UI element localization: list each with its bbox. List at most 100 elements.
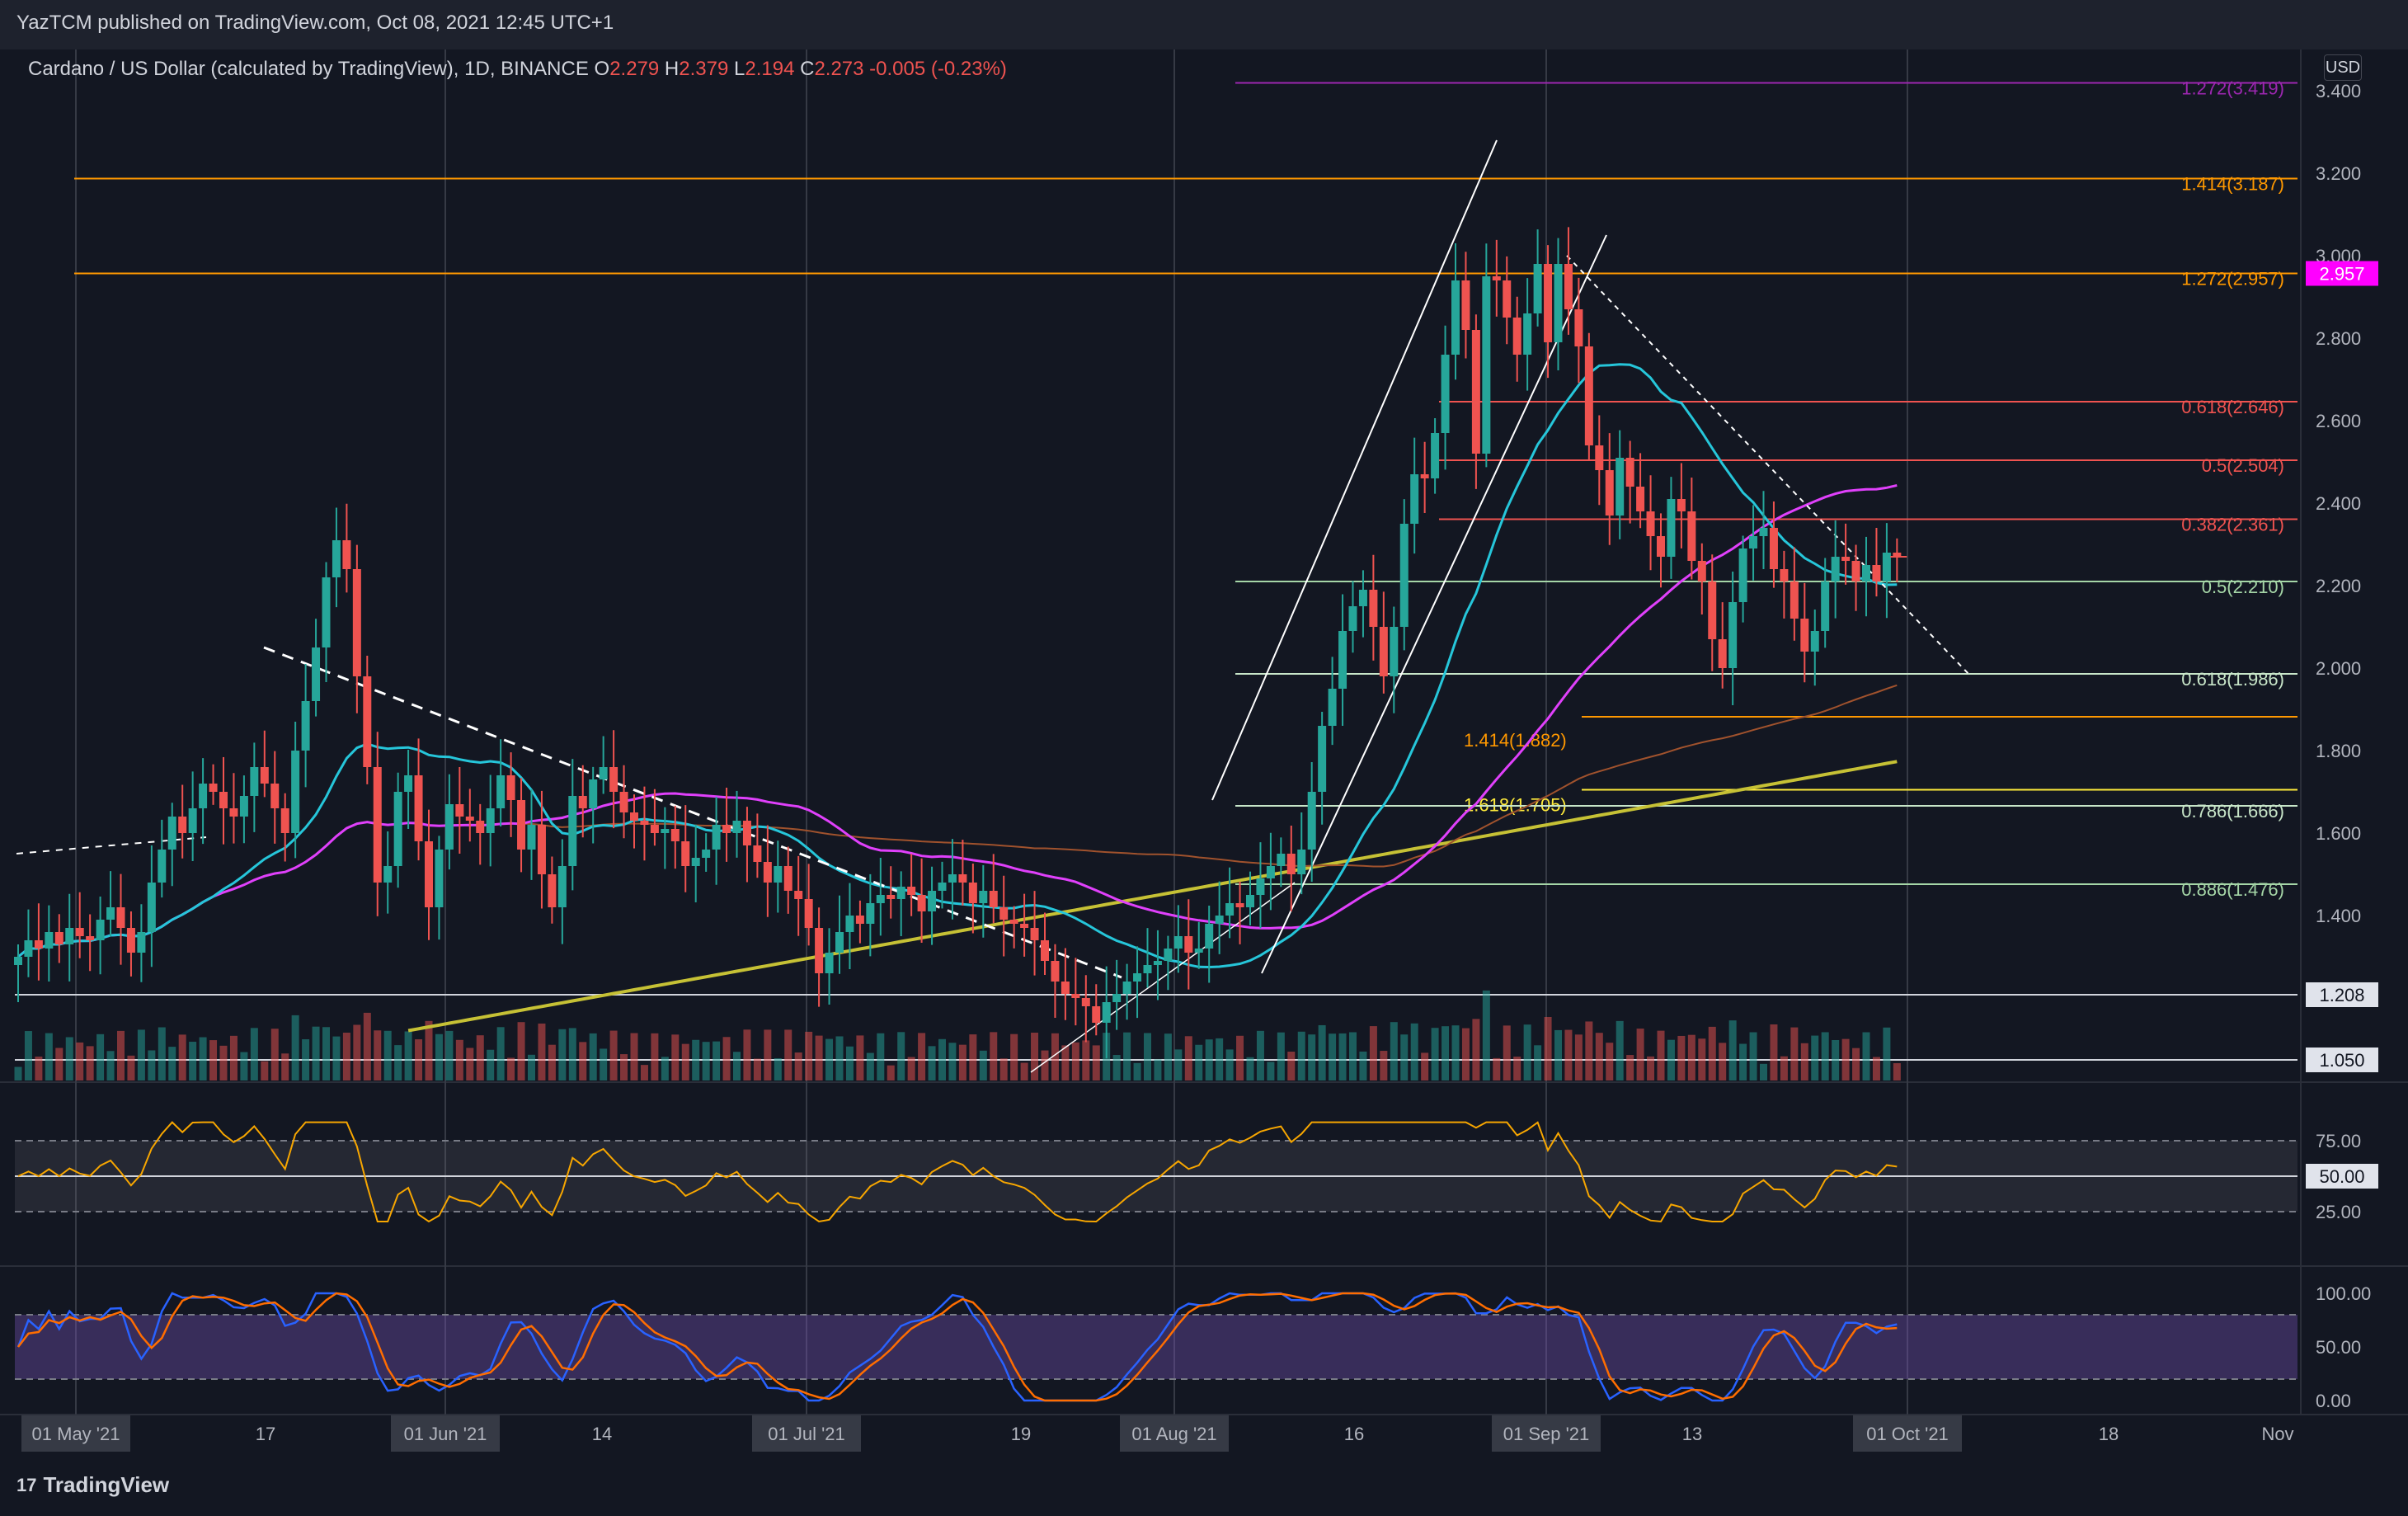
candle-body xyxy=(1625,458,1634,487)
symbol-legend[interactable]: Cardano / US Dollar (calculated by Tradi… xyxy=(28,58,1007,81)
candle-body xyxy=(404,775,413,792)
volume-bar xyxy=(455,1039,463,1081)
volume-bar xyxy=(1195,1044,1203,1081)
candle-body xyxy=(804,899,813,928)
candle-body xyxy=(1882,553,1891,581)
volume-bar xyxy=(1216,1038,1224,1081)
volume-bar xyxy=(322,1027,330,1081)
candle-body xyxy=(301,701,310,751)
candle-body xyxy=(979,891,988,903)
candle-body xyxy=(465,817,474,821)
volume-bar xyxy=(1410,1023,1418,1081)
candle-body xyxy=(1410,474,1419,524)
rsi-tick-label: 75.00 xyxy=(2316,1131,2361,1151)
date-tick-label: 01 Sep '21 xyxy=(1503,1424,1590,1444)
date-axis-badge xyxy=(21,1415,130,1452)
volume-bar xyxy=(1225,1049,1234,1081)
volume-bar xyxy=(353,1024,361,1081)
date-axis-badge xyxy=(1853,1415,1962,1452)
candle-body xyxy=(178,817,187,833)
volume-bar xyxy=(1708,1026,1716,1081)
volume-bar xyxy=(713,1041,721,1081)
candle-body xyxy=(1041,940,1049,961)
volume-bar xyxy=(1164,1033,1172,1081)
date-tick-label: 16 xyxy=(1344,1424,1364,1444)
volume-bar xyxy=(640,1065,648,1081)
candle-body xyxy=(630,812,638,821)
volume-bar xyxy=(1010,1033,1018,1081)
volume-bar xyxy=(1698,1038,1706,1081)
candle-body xyxy=(1893,553,1902,557)
candle-body xyxy=(1307,792,1316,850)
volume-bar xyxy=(425,1020,433,1081)
candle-body xyxy=(1636,487,1645,511)
candle-body xyxy=(209,784,218,792)
date-axis-badge xyxy=(391,1415,500,1452)
brand-label: TradingView xyxy=(43,1472,170,1497)
tradingview-brand[interactable]: 17 TradingView xyxy=(16,1472,169,1498)
volume-bar xyxy=(753,1058,761,1081)
candle-body xyxy=(1544,264,1553,342)
volume-bar xyxy=(137,1029,145,1081)
candle-body xyxy=(1646,511,1655,536)
volume-bar xyxy=(1770,1024,1778,1081)
date-tick-label: 13 xyxy=(1682,1424,1702,1444)
volume-bar xyxy=(620,1054,628,1081)
footer-bar xyxy=(0,1460,2408,1516)
date-tick-label: 14 xyxy=(592,1424,612,1444)
volume-bar xyxy=(1606,1043,1614,1081)
volume-bar xyxy=(1800,1043,1808,1081)
volume-bar xyxy=(877,1033,885,1081)
candle-body xyxy=(116,907,125,928)
volume-bar xyxy=(1256,1030,1264,1081)
volume-bar xyxy=(291,1015,299,1081)
volume-bar xyxy=(435,1033,443,1081)
candle-body xyxy=(1184,936,1193,953)
candle-body xyxy=(1595,445,1604,470)
volume-bar xyxy=(1082,1040,1090,1081)
candle-body xyxy=(702,850,711,858)
volume-bar xyxy=(1329,1033,1337,1081)
candle-body xyxy=(158,850,167,883)
candle-body xyxy=(1605,470,1614,516)
candle-body xyxy=(1790,581,1799,619)
candle-body xyxy=(712,825,721,850)
volume-bar xyxy=(1246,1057,1254,1081)
candle-body xyxy=(229,808,238,817)
currency-button[interactable]: USD xyxy=(2324,54,2362,81)
volume-bar xyxy=(1031,1033,1039,1081)
candle-body xyxy=(1687,511,1696,561)
candle-body xyxy=(1821,581,1830,631)
candle-body xyxy=(1574,309,1583,346)
volume-bar xyxy=(764,1029,772,1081)
volume-bar xyxy=(1883,1027,1891,1081)
candle-body xyxy=(1225,903,1235,916)
candle-body xyxy=(1841,557,1851,561)
candle-body xyxy=(1112,994,1122,1002)
candle-body xyxy=(1554,264,1563,342)
candle-body xyxy=(1738,548,1747,602)
candle-body xyxy=(1471,330,1480,454)
candle-body xyxy=(1441,355,1450,433)
volume-bar xyxy=(1390,1022,1398,1081)
volume-bar xyxy=(1359,1051,1367,1081)
candle-body xyxy=(270,784,280,808)
candle-body xyxy=(557,866,567,907)
candle-body xyxy=(444,804,454,850)
candle-body xyxy=(373,767,382,883)
volume-bar xyxy=(1092,1045,1100,1081)
candle-body xyxy=(548,874,557,907)
candle-body xyxy=(1769,528,1778,569)
volume-bar xyxy=(363,1012,371,1081)
volume-bar xyxy=(1493,1057,1501,1081)
volume-bar xyxy=(250,1028,258,1081)
volume-bar xyxy=(1205,1039,1213,1081)
candle-body xyxy=(938,883,947,891)
volume-bar xyxy=(938,1038,946,1081)
candle-body xyxy=(825,953,834,973)
volume-bar xyxy=(1790,1027,1799,1081)
candle-body xyxy=(1461,280,1470,330)
volume-bar xyxy=(1020,1062,1028,1081)
volume-bar xyxy=(466,1048,474,1081)
